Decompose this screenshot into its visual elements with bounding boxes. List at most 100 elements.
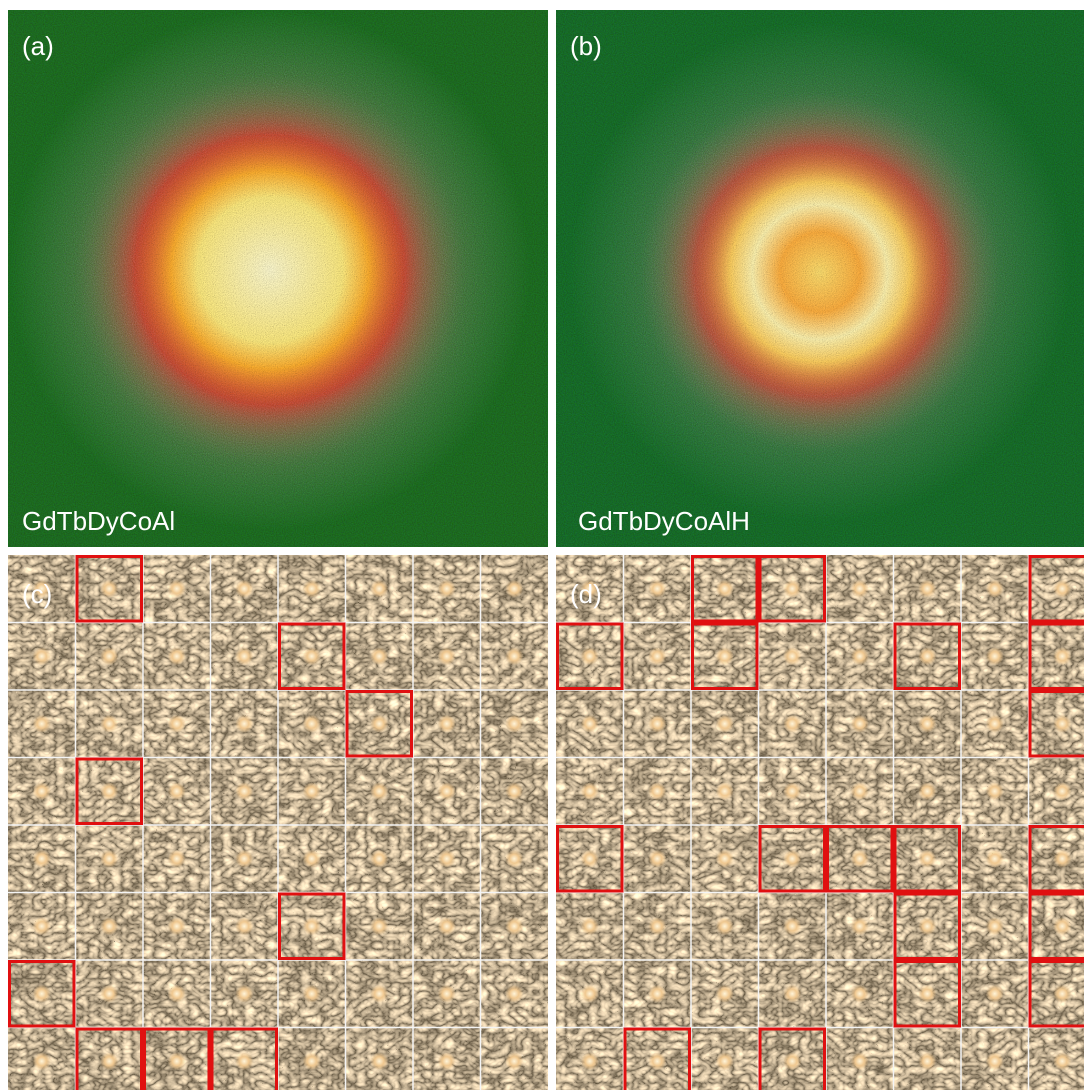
tile-dot <box>918 850 936 868</box>
tile-dot <box>716 917 734 935</box>
tile-dot <box>33 782 51 800</box>
tile-dot <box>851 985 869 1003</box>
tile-dot <box>235 1052 253 1070</box>
tile-dot <box>648 985 666 1003</box>
tile-dot <box>505 1052 523 1070</box>
diffraction-pattern <box>556 10 1084 547</box>
tile-dot <box>716 782 734 800</box>
tile-dot <box>851 917 869 935</box>
tile-dot <box>438 580 456 598</box>
tile-dot <box>716 850 734 868</box>
tile-dot <box>370 715 388 733</box>
tile-dot <box>1053 1052 1071 1070</box>
tile-dot <box>33 917 51 935</box>
tile-dot <box>581 850 599 868</box>
tile-dot <box>303 917 321 935</box>
tile-dot <box>438 985 456 1003</box>
tile-dot <box>581 1052 599 1070</box>
tile-dot <box>986 647 1004 665</box>
tile-dot <box>783 715 801 733</box>
tile-dot <box>33 1052 51 1070</box>
page: (a) GdTbDyCoAl (b) GdTbDyCoAlH (c) (d) (… <box>0 0 1084 1090</box>
tile-dot <box>33 985 51 1003</box>
tile-dot <box>918 580 936 598</box>
tile-dot <box>235 715 253 733</box>
tile-dot <box>505 580 523 598</box>
tile-dot <box>33 850 51 868</box>
tile-dot <box>716 580 734 598</box>
tile-dot <box>716 985 734 1003</box>
tile-dot <box>581 917 599 935</box>
tile-dot <box>168 782 186 800</box>
tile-dot <box>716 647 734 665</box>
tile-dot <box>235 580 253 598</box>
tile-dot <box>33 647 51 665</box>
tile-dot <box>235 985 253 1003</box>
tile-dot <box>1053 985 1071 1003</box>
tile-dot <box>370 1052 388 1070</box>
tile-dot <box>851 715 869 733</box>
tile-dot <box>505 985 523 1003</box>
tile-dot <box>168 1052 186 1070</box>
tile-dot <box>100 850 118 868</box>
panel-label: (c) <box>22 579 52 609</box>
tile-dot <box>100 647 118 665</box>
tile-dot <box>648 647 666 665</box>
panel-b <box>556 10 1084 547</box>
tile-dot <box>986 917 1004 935</box>
tile-dot <box>370 647 388 665</box>
panel-label: (b) <box>570 31 602 61</box>
tile-dot <box>303 715 321 733</box>
tile-dot <box>581 782 599 800</box>
tile-dot <box>235 647 253 665</box>
tile-dot <box>851 647 869 665</box>
tile-dot <box>505 647 523 665</box>
tile-texture <box>556 555 1084 1090</box>
tile-dot <box>581 715 599 733</box>
sample-name: GdTbDyCoAl <box>22 506 175 536</box>
tile-dot <box>303 580 321 598</box>
tile-dot <box>716 1052 734 1070</box>
tile-dot <box>648 580 666 598</box>
tile-dot <box>1053 782 1071 800</box>
tile-dot <box>986 580 1004 598</box>
tile-dot <box>918 782 936 800</box>
tile-dot <box>716 715 734 733</box>
tile-dot <box>100 1052 118 1070</box>
diffraction-pattern <box>8 10 548 547</box>
tile-dot <box>505 715 523 733</box>
tile-dot <box>438 782 456 800</box>
tile-dot <box>370 782 388 800</box>
tile-dot <box>303 850 321 868</box>
tile-dot <box>1053 715 1071 733</box>
tile-dot <box>648 1052 666 1070</box>
panel-label: (a) <box>22 31 54 61</box>
tile-dot <box>438 917 456 935</box>
tile-dot <box>100 715 118 733</box>
tile-dot <box>986 782 1004 800</box>
tile-dot <box>370 850 388 868</box>
tile-dot <box>851 850 869 868</box>
tile-dot <box>851 782 869 800</box>
tile-dot <box>783 917 801 935</box>
tile-dot <box>648 850 666 868</box>
tile-dot <box>168 715 186 733</box>
tile-dot <box>986 1052 1004 1070</box>
tile-dot <box>505 917 523 935</box>
tile-dot <box>851 1052 869 1070</box>
tile-dot <box>168 917 186 935</box>
tile-dot <box>100 985 118 1003</box>
tile-dot <box>303 782 321 800</box>
tile-dot <box>986 985 1004 1003</box>
panel-a <box>8 10 548 547</box>
tile-dot <box>1053 850 1071 868</box>
tile-dot <box>33 715 51 733</box>
tile-dot <box>438 647 456 665</box>
tile-dot <box>100 580 118 598</box>
tile-dot <box>168 647 186 665</box>
tile-dot <box>1053 647 1071 665</box>
tile-dot <box>918 917 936 935</box>
tile-dot <box>100 917 118 935</box>
sample-name: GdTbDyCoAlH <box>578 506 750 536</box>
tile-dot <box>918 1052 936 1070</box>
